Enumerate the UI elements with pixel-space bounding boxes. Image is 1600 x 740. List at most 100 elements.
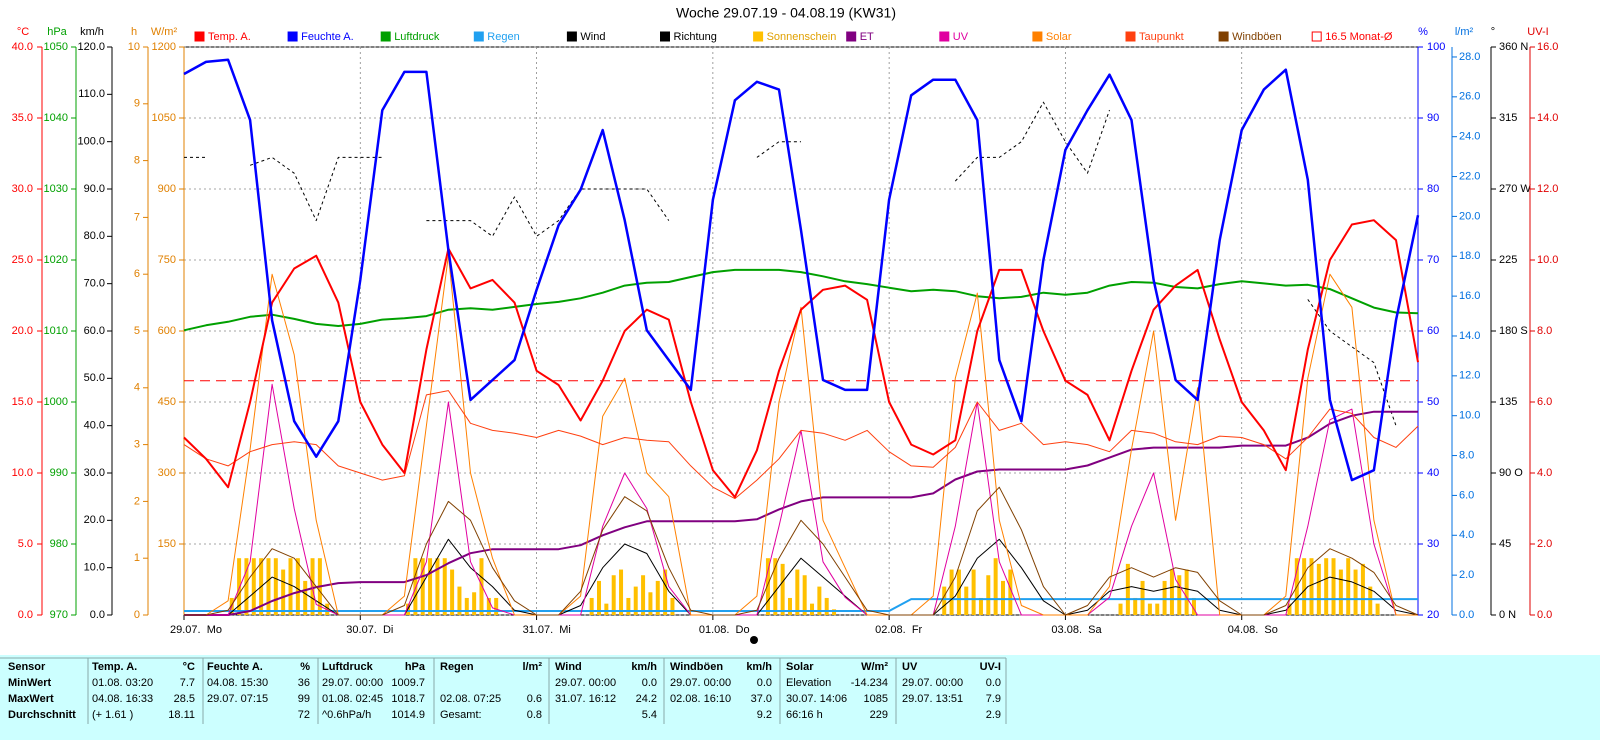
y-tick-label: 450 — [158, 396, 176, 408]
bar — [971, 569, 976, 615]
legend-swatch — [846, 31, 857, 42]
y-tick-label: 50.0 — [84, 372, 105, 384]
table-cell: Gesamt: — [440, 709, 482, 721]
axis-unit: % — [1418, 26, 1428, 38]
bar — [663, 569, 668, 615]
table-cell: 0.0 — [986, 677, 1001, 689]
y-tick-label: 970 — [50, 609, 68, 621]
bar — [802, 575, 807, 615]
x-tick-label: 31.07. Mi — [523, 624, 571, 636]
y-tick-label: 28.0 — [1459, 51, 1480, 63]
y-tick-label: 12.0 — [1459, 370, 1480, 382]
bar — [1302, 558, 1307, 615]
table-cell: l/m² — [522, 661, 542, 673]
y-tick-label: 1050 — [152, 112, 176, 124]
table-cell: % — [300, 661, 310, 673]
series-line — [183, 219, 1419, 499]
axis-unit: km/h — [80, 26, 104, 38]
legend-swatch — [660, 31, 670, 42]
y-tick-label: 30 — [1427, 538, 1439, 550]
series-line — [184, 598, 1418, 612]
bar — [428, 558, 433, 615]
y-tick-label: 90 — [1427, 112, 1439, 124]
bar — [420, 558, 425, 615]
bar — [1309, 558, 1314, 615]
y-tick-label: 35.0 — [12, 112, 33, 124]
y-tick-label: 20.0 — [12, 325, 33, 337]
table-cell: MinWert — [8, 677, 52, 689]
legend-swatch — [1125, 31, 1136, 42]
bar — [795, 569, 800, 615]
bar — [1162, 580, 1167, 615]
bar — [978, 597, 983, 615]
y-tick-label: 1010 — [44, 325, 68, 337]
y-tick-label: 26.0 — [1459, 91, 1480, 103]
table-cell: W/m² — [861, 661, 888, 673]
legend-swatch — [1218, 31, 1229, 42]
table-cell: 04.08. 16:33 — [92, 693, 153, 705]
legend-label: Taupunkt — [1139, 31, 1184, 43]
bar — [1316, 563, 1321, 615]
y-tick-label: 4.0 — [1459, 529, 1474, 541]
x-tick-label: 29.07. Mo — [170, 624, 222, 636]
y-tick-label: 1020 — [44, 254, 68, 266]
bar — [773, 558, 778, 615]
y-tick-label: 315 — [1499, 112, 1517, 124]
y-tick-label: 40.0 — [84, 420, 105, 432]
series-line — [184, 410, 1418, 616]
y-tick-label: 30.0 — [12, 183, 33, 195]
y-tick-label: 110.0 — [78, 88, 105, 100]
table-cell: Regen — [440, 661, 474, 673]
table-cell: Temp. A. — [92, 661, 137, 673]
y-tick-label: 14.0 — [1537, 112, 1558, 124]
y-tick-label: 3 — [134, 439, 140, 451]
legend-label: Wind — [580, 31, 605, 43]
table-cell: 29.07. 00:00 — [670, 677, 731, 689]
y-tick-label: 20.0 — [1459, 210, 1480, 222]
bar — [611, 575, 616, 615]
bar — [1000, 580, 1005, 615]
y-tick-label: 300 — [158, 467, 176, 479]
table-cell: 0.0 — [757, 677, 772, 689]
bar — [641, 575, 646, 615]
legend-swatch — [194, 31, 205, 42]
table-cell: 1085 — [864, 693, 888, 705]
table-cell: 29.07. 07:15 — [207, 693, 268, 705]
y-tick-label: 990 — [50, 467, 68, 479]
y-tick-label: 6.0 — [1459, 489, 1474, 501]
x-tick-label: 02.08. Fr — [875, 624, 922, 636]
y-tick-label: 10.0 — [84, 562, 105, 574]
bar — [1155, 603, 1160, 615]
bar — [486, 597, 491, 615]
legend-label: ET — [860, 31, 874, 43]
y-tick-label: 80.0 — [84, 230, 105, 242]
y-tick-label: 0.0 — [90, 609, 105, 621]
bar — [281, 569, 286, 615]
y-tick-label: 16.0 — [1459, 290, 1480, 302]
table-cell: Sensor — [8, 661, 46, 673]
bar — [597, 580, 602, 615]
y-tick-label: 8.0 — [1537, 325, 1552, 337]
y-tick-label: 70 — [1427, 254, 1439, 266]
table-cell: 29.07. 00:00 — [902, 677, 963, 689]
y-tick-label: 1000 — [44, 396, 68, 408]
table-cell: UV-I — [980, 661, 1001, 673]
y-tick-label: 5 — [134, 325, 140, 337]
y-tick-label: 2.0 — [1537, 538, 1552, 550]
moon-icon — [750, 636, 758, 644]
table-cell: Wind — [555, 661, 582, 673]
table-cell: 7.7 — [180, 677, 195, 689]
table-cell: 24.2 — [636, 693, 657, 705]
y-tick-label: 12.0 — [1537, 183, 1558, 195]
axis-unit: °C — [17, 26, 29, 38]
bar — [986, 575, 991, 615]
bar — [413, 558, 418, 615]
bar — [1324, 558, 1329, 615]
bar — [993, 558, 998, 615]
bar — [648, 592, 653, 615]
x-tick-label: 03.08. Sa — [1051, 624, 1102, 636]
legend-swatch — [380, 31, 391, 42]
table-cell: 229 — [870, 709, 888, 721]
y-tick-label: 20 — [1427, 609, 1439, 621]
y-tick-label: 60.0 — [84, 325, 105, 337]
